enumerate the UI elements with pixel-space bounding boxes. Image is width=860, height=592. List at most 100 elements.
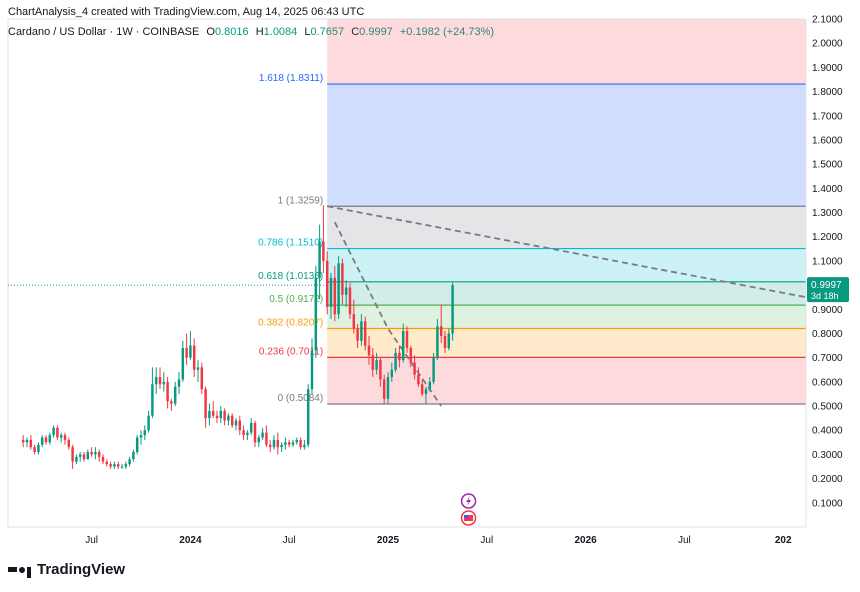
candle — [215, 410, 219, 423]
candle — [310, 338, 314, 394]
candle-body — [200, 367, 204, 390]
candle — [287, 439, 291, 448]
candle — [420, 379, 424, 397]
candle — [284, 437, 287, 450]
candle-body — [272, 439, 276, 448]
candle — [246, 430, 249, 440]
x-tick-label: Jul — [283, 535, 296, 546]
trendlines[interactable] — [327, 205, 807, 407]
candle — [170, 398, 173, 411]
candle-body — [82, 454, 86, 460]
candle-body — [386, 377, 390, 399]
candle — [360, 314, 363, 346]
candle-body — [413, 362, 416, 375]
candle — [398, 345, 401, 368]
candle-body — [287, 442, 291, 445]
trendline-0[interactable] — [327, 205, 807, 299]
candle — [86, 449, 90, 460]
candle — [173, 381, 177, 407]
event-markers[interactable] — [460, 493, 477, 526]
candle — [189, 331, 192, 361]
candle-body — [447, 333, 451, 348]
candle-body — [257, 437, 261, 443]
x-tick-label: Jul — [85, 535, 98, 546]
candle-body — [128, 459, 131, 465]
candle-body — [109, 464, 112, 467]
candle — [436, 318, 439, 361]
tradingview-logo-icon — [8, 562, 31, 578]
candle-body — [451, 285, 454, 334]
candle — [363, 316, 367, 351]
candle-body — [71, 447, 74, 462]
candle — [67, 437, 71, 450]
candle-body — [105, 461, 109, 465]
y-tick-label: 2.1000 — [812, 15, 843, 26]
fib-zone-0.382 — [327, 305, 806, 329]
candle — [29, 435, 33, 450]
candle-body — [116, 464, 120, 467]
candle — [204, 386, 207, 428]
candle-body — [94, 452, 97, 455]
candle-body — [249, 422, 253, 433]
low-value: 0.7657 — [310, 26, 344, 38]
symbol-ohlc-bar: Cardano / US Dollar · 1W · COINBASE O0.8… — [8, 26, 494, 38]
candle — [390, 362, 394, 382]
candle — [75, 454, 78, 465]
candle — [447, 328, 451, 351]
candle-body — [219, 410, 223, 419]
candle-body — [173, 386, 177, 404]
candle — [238, 415, 242, 436]
y-tick-label: 1.6000 — [812, 135, 843, 146]
candle-body — [352, 314, 356, 329]
candle — [116, 461, 120, 469]
x-tick-label: Jul — [480, 535, 493, 546]
fib-zone-0.618 — [327, 248, 806, 282]
candle-body — [337, 263, 340, 315]
candle — [409, 345, 413, 368]
candle — [139, 430, 143, 445]
candle — [291, 439, 295, 448]
candle-body — [120, 466, 124, 468]
candle — [21, 435, 25, 448]
fib-zone-0.786 — [327, 206, 806, 249]
trendline-1[interactable] — [333, 221, 442, 407]
candle-body — [325, 260, 329, 307]
candle-body — [344, 287, 348, 295]
candle-body — [394, 352, 397, 370]
change-value: +0.1982 (+24.73%) — [400, 26, 494, 38]
candle-body — [420, 384, 424, 394]
candle-body — [314, 277, 318, 351]
candle-body — [124, 464, 128, 467]
candle-body — [211, 410, 215, 416]
candle-body — [29, 439, 33, 448]
candle — [371, 347, 375, 378]
y-tick-label: 0.4000 — [812, 426, 843, 437]
lightning-event-icon[interactable] — [460, 493, 477, 509]
fib-zone-0 — [327, 357, 806, 405]
candle — [268, 439, 272, 453]
candle-body — [59, 435, 63, 438]
candle-body — [75, 456, 78, 462]
fibonacci-retracement[interactable]: 0 (0.5084) 0.236 (0.7011) 0.382 (0.8207) 0.… — [258, 19, 806, 405]
symbol-title[interactable]: Cardano / US Dollar · 1W · COINBASE — [8, 26, 200, 38]
us-flag-event-icon[interactable] — [460, 510, 477, 526]
x-tick-label: 202 — [775, 535, 792, 546]
candle-body — [291, 442, 295, 445]
candle — [417, 367, 420, 387]
y-tick-label: 0.5000 — [812, 402, 843, 413]
high-label: H — [255, 26, 264, 38]
candle — [44, 435, 48, 445]
candle — [337, 256, 340, 319]
y-tick-label: 0.3000 — [812, 450, 843, 461]
candle-body — [303, 444, 306, 448]
candle-body — [192, 345, 196, 370]
tradingview-logo: TradingView — [8, 561, 125, 578]
candle — [192, 338, 196, 378]
candle — [143, 425, 147, 440]
y-tick-label: 1.2000 — [812, 232, 843, 243]
candle-body — [295, 439, 299, 443]
candle — [356, 323, 359, 348]
candle — [48, 432, 52, 445]
candle-body — [401, 331, 405, 361]
